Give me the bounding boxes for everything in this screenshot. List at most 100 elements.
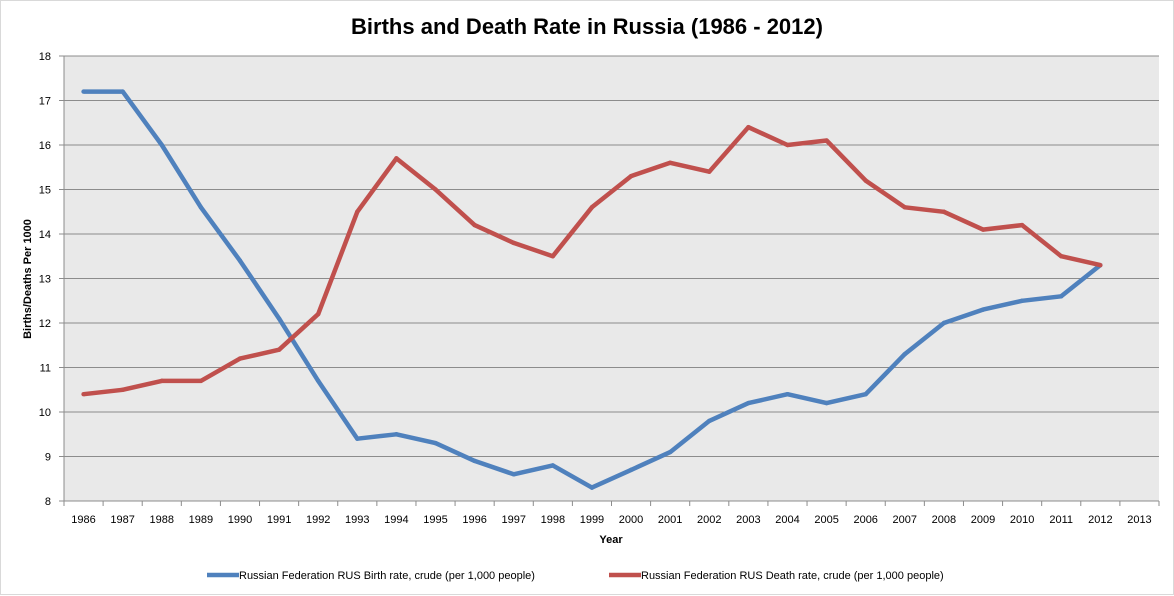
series-death-rate	[81, 124, 1103, 397]
data-point	[902, 205, 908, 210]
data-point	[863, 392, 868, 397]
data-point	[433, 440, 438, 446]
data-point	[1019, 222, 1025, 228]
y-tick-label: 14	[39, 229, 51, 241]
data-point	[198, 205, 204, 210]
y-tick-label: 15	[39, 185, 51, 197]
data-point	[628, 467, 634, 473]
x-tick-label: 2012	[1088, 514, 1112, 526]
data-point	[785, 142, 790, 148]
data-point	[746, 400, 751, 406]
data-point	[589, 485, 595, 490]
x-tick-label: 1993	[345, 514, 369, 526]
gridlines	[64, 55, 1159, 502]
y-tick-label: 10	[39, 407, 51, 419]
x-tick-label: 1988	[150, 514, 174, 526]
legend-label: Russian Federation RUS Birth rate, crude…	[239, 570, 535, 582]
x-tick-label: 2003	[736, 514, 760, 526]
data-point	[550, 463, 556, 468]
x-tick-label: 1999	[580, 514, 604, 526]
x-tick-label: 1997	[501, 514, 525, 526]
x-tick-label: 1996	[462, 514, 486, 526]
x-tick-label: 2004	[775, 514, 799, 526]
x-tick-label: 1992	[306, 514, 330, 526]
data-point	[980, 227, 986, 232]
data-point	[159, 142, 164, 148]
data-point	[81, 392, 86, 397]
y-tick-label: 18	[39, 51, 51, 63]
data-point	[315, 311, 321, 317]
x-tick-label: 1986	[71, 514, 95, 526]
data-point	[355, 209, 360, 214]
data-point	[511, 472, 516, 477]
y-tick-label: 16	[39, 140, 51, 152]
x-tick-label: 2006	[853, 514, 877, 526]
data-point	[1059, 294, 1064, 299]
data-point	[667, 160, 673, 165]
x-tick-label: 2005	[814, 514, 838, 526]
x-tick-label: 2008	[932, 514, 956, 526]
data-point	[1098, 262, 1103, 268]
data-point	[276, 316, 282, 321]
x-axis-title: Year	[599, 534, 623, 546]
y-axis-ticks: 8 9 10 11 12 13 14 15 16 17 18	[39, 51, 64, 508]
y-tick-label: 11	[40, 363, 51, 375]
y-tick-label: 13	[39, 274, 51, 286]
data-point	[237, 356, 243, 361]
data-point	[550, 254, 556, 259]
x-tick-label: 1989	[189, 514, 213, 526]
y-tick-label: 17	[39, 96, 51, 108]
data-point	[589, 205, 595, 210]
x-tick-label: 1994	[384, 514, 408, 526]
data-point	[159, 378, 164, 384]
y-axis-title: Births/Deaths Per 1000	[22, 219, 34, 339]
x-tick-label: 2000	[619, 514, 643, 526]
data-point	[902, 351, 908, 357]
x-tick-label: 1987	[110, 514, 134, 526]
data-point	[237, 258, 243, 263]
x-tick-label: 2010	[1010, 514, 1034, 526]
data-point	[394, 432, 399, 437]
y-tick-label: 12	[39, 318, 51, 330]
data-point	[472, 222, 477, 228]
y-tick-label: 9	[45, 452, 51, 464]
data-point	[198, 378, 204, 384]
data-point	[472, 458, 477, 464]
chart-title: Births and Death Rate in Russia (1986 - …	[351, 14, 823, 39]
data-point	[941, 320, 947, 326]
data-point	[667, 449, 673, 455]
data-point	[824, 400, 829, 406]
data-point	[863, 178, 868, 183]
legend-label: Russian Federation RUS Death rate, crude…	[641, 570, 944, 582]
x-tick-label: 1995	[423, 514, 447, 526]
legend: Russian Federation RUS Birth rate, crude…	[207, 570, 944, 582]
data-point	[276, 347, 282, 352]
data-point	[824, 138, 829, 143]
data-point	[511, 240, 516, 246]
data-point	[628, 173, 634, 179]
x-tick-label: 2007	[893, 514, 917, 526]
data-point	[355, 436, 360, 441]
data-point	[1019, 298, 1025, 303]
series-birth-rate	[81, 89, 1103, 490]
x-axis-ticks: 1986 1987 1988 1989 1990 1991 1992 1993 1994 1995…	[63, 501, 1160, 526]
data-point	[941, 209, 947, 214]
series-lines	[81, 89, 1103, 490]
x-tick-label: 1998	[541, 514, 565, 526]
x-tick-label: 1990	[228, 514, 252, 526]
x-tick-label: 2002	[697, 514, 721, 526]
data-point	[394, 156, 399, 161]
data-point	[81, 89, 86, 94]
data-point	[707, 169, 712, 174]
x-tick-label: 1991	[267, 514, 291, 526]
data-point	[433, 187, 438, 192]
data-point	[980, 307, 986, 312]
data-point	[707, 418, 712, 424]
x-tick-label: 2001	[658, 514, 682, 526]
data-point	[120, 89, 125, 94]
data-point	[785, 392, 790, 397]
data-point	[120, 387, 125, 392]
x-tick-label: 2009	[971, 514, 995, 526]
